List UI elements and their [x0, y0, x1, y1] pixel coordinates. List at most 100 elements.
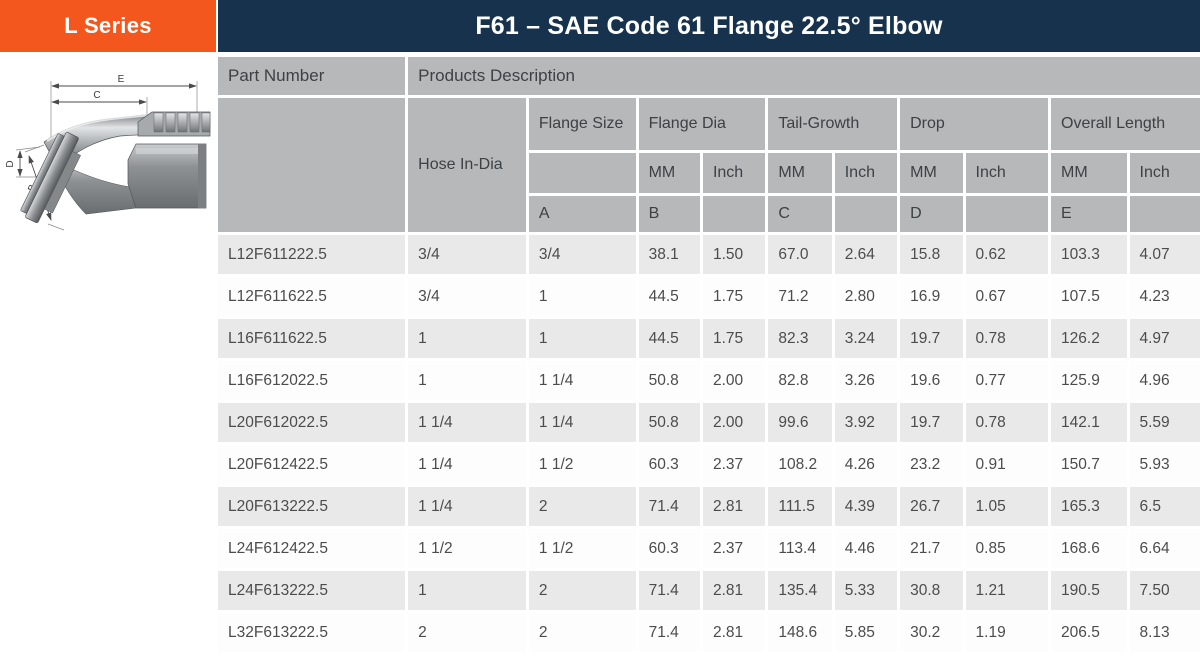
cell-tail-growth-mm: 82.8: [768, 361, 832, 400]
header-flange-dia-inch: Inch: [702, 153, 766, 193]
header-dim-c-spacer: [834, 196, 898, 232]
header-tail-growth-inch: Inch: [834, 153, 898, 193]
cell-flange-size: 1: [528, 319, 636, 358]
cell-overall-length-mm: 206.5: [1051, 613, 1127, 652]
cell-part-number: L24F613222.5: [218, 571, 406, 610]
cell-tail-growth-inch: 2.80: [834, 277, 898, 316]
cell-part-number: L20F612422.5: [218, 445, 406, 484]
cell-drop-inch: 1.05: [965, 487, 1049, 526]
header-flange-size: Flange Size: [528, 98, 636, 150]
cell-hose-in-dia: 1 1/4: [408, 403, 526, 442]
cell-tail-growth-inch: 5.85: [834, 613, 898, 652]
cell-hose-in-dia: 3/4: [408, 235, 526, 274]
cell-drop-inch: 0.91: [965, 445, 1049, 484]
table-row: L24F612422.5 1 1/2 1 1/2 60.3 2.37 113.4 4.46 2…: [218, 529, 1200, 568]
header-dim-b-spacer: [702, 196, 766, 232]
cell-tail-growth-mm: 82.3: [768, 319, 832, 358]
header-flange-size-unit-spacer: [528, 153, 636, 193]
dimension-extension-lines: [15, 81, 198, 231]
cell-flange-dia-mm: 71.4: [638, 613, 700, 652]
cell-hose-in-dia: 1 1/4: [408, 487, 526, 526]
header-overall-length: Overall Length: [1051, 98, 1200, 150]
cell-tail-growth-inch: 3.92: [834, 403, 898, 442]
cell-overall-length-inch: 4.07: [1129, 235, 1200, 274]
cell-drop-mm: 30.2: [900, 613, 963, 652]
cell-flange-size: 1: [528, 277, 636, 316]
cell-drop-inch: 0.78: [965, 403, 1049, 442]
cell-flange-dia-mm: 44.5: [638, 319, 700, 358]
cell-tail-growth-mm: 111.5: [768, 487, 832, 526]
cell-part-number: L16F612022.5: [218, 361, 406, 400]
cell-drop-mm: 21.7: [900, 529, 963, 568]
cell-hose-in-dia: 1: [408, 361, 526, 400]
cell-overall-length-mm: 150.7: [1051, 445, 1127, 484]
cell-part-number: L32F613222.5: [218, 613, 406, 652]
cell-drop-mm: 19.7: [900, 403, 963, 442]
cell-flange-dia-inch: 1.75: [702, 277, 766, 316]
header-tail-growth: Tail-Growth: [768, 98, 898, 150]
cell-part-number: L20F613222.5: [218, 487, 406, 526]
cell-drop-mm: 19.7: [900, 319, 963, 358]
cell-tail-growth-inch: 4.39: [834, 487, 898, 526]
cell-drop-inch: 0.85: [965, 529, 1049, 568]
cell-drop-mm: 19.6: [900, 361, 963, 400]
cell-flange-size: 2: [528, 613, 636, 652]
cell-overall-length-mm: 190.5: [1051, 571, 1127, 610]
cell-flange-dia-inch: 2.37: [702, 529, 766, 568]
cell-overall-length-mm: 168.6: [1051, 529, 1127, 568]
cell-flange-dia-mm: 44.5: [638, 277, 700, 316]
table-row: L20F612022.5 1 1/4 1 1/4 50.8 2.00 99.6 3.92 19…: [218, 403, 1200, 442]
cell-drop-inch: 0.67: [965, 277, 1049, 316]
cell-flange-dia-inch: 1.50: [702, 235, 766, 274]
cell-flange-size: 2: [528, 571, 636, 610]
cell-overall-length-mm: 125.9: [1051, 361, 1127, 400]
cell-flange-dia-mm: 50.8: [638, 361, 700, 400]
cell-flange-size: 1 1/4: [528, 403, 636, 442]
cell-flange-dia-inch: 2.81: [702, 571, 766, 610]
header-part-number: Part Number: [218, 57, 406, 95]
cell-flange-dia-mm: 60.3: [638, 445, 700, 484]
header-dim-a: A: [528, 196, 636, 232]
cell-tail-growth-mm: 135.4: [768, 571, 832, 610]
header-tail-growth-mm: MM: [768, 153, 832, 193]
cell-drop-inch: 1.21: [965, 571, 1049, 610]
table-row: L16F611622.5 1 1 44.5 1.75 82.3 3.24 19.7 0.78 12…: [218, 319, 1200, 358]
cell-drop-mm: 16.9: [900, 277, 963, 316]
table-row: L24F613222.5 1 2 71.4 2.81 135.4 5.33 30.8 1.21 1…: [218, 571, 1200, 610]
cell-overall-length-inch: 6.64: [1129, 529, 1200, 568]
cell-flange-dia-mm: 71.4: [638, 487, 700, 526]
cell-overall-length-inch: 4.23: [1129, 277, 1200, 316]
cell-tail-growth-mm: 108.2: [768, 445, 832, 484]
cell-part-number: L12F611222.5: [218, 235, 406, 274]
page-title-bar: F61 – SAE Code 61 Flange 22.5° Elbow: [218, 0, 1200, 52]
header-dim-b: B: [638, 196, 700, 232]
spec-table-container: Part Number Products Description Hose In…: [215, 54, 1200, 655]
cell-drop-inch: 0.78: [965, 319, 1049, 358]
cell-flange-dia-mm: 71.4: [638, 571, 700, 610]
elbow-fitting-diagram: E C D B: [0, 56, 218, 261]
cell-tail-growth-mm: 71.2: [768, 277, 832, 316]
header-dim-e-spacer: [1129, 196, 1200, 232]
table-body: L12F611222.5 3/4 3/4 38.1 1.50 67.0 2.64 15.8 0.…: [218, 235, 1200, 652]
cell-overall-length-mm: 126.2: [1051, 319, 1127, 358]
cell-overall-length-mm: 142.1: [1051, 403, 1127, 442]
cell-tail-growth-inch: 3.24: [834, 319, 898, 358]
cell-part-number: L12F611622.5: [218, 277, 406, 316]
fitting-illustration: [20, 111, 211, 224]
cell-flange-dia-mm: 50.8: [638, 403, 700, 442]
cell-tail-growth-inch: 4.26: [834, 445, 898, 484]
cell-flange-size: 1 1/4: [528, 361, 636, 400]
header-hose-in-dia: Hose In-Dia: [408, 98, 526, 232]
dim-label-c: C: [93, 90, 100, 101]
cell-hose-in-dia: 1: [408, 571, 526, 610]
cell-flange-size: 1 1/2: [528, 445, 636, 484]
header-products-description: Products Description: [408, 57, 1200, 95]
header-flange-dia-mm: MM: [638, 153, 700, 193]
cell-flange-size: 2: [528, 487, 636, 526]
header-dim-d: D: [900, 196, 963, 232]
cell-overall-length-inch: 8.13: [1129, 613, 1200, 652]
cell-overall-length-inch: 6.5: [1129, 487, 1200, 526]
header-flange-dia: Flange Dia: [638, 98, 766, 150]
cell-hose-in-dia: 3/4: [408, 277, 526, 316]
cell-drop-mm: 30.8: [900, 571, 963, 610]
